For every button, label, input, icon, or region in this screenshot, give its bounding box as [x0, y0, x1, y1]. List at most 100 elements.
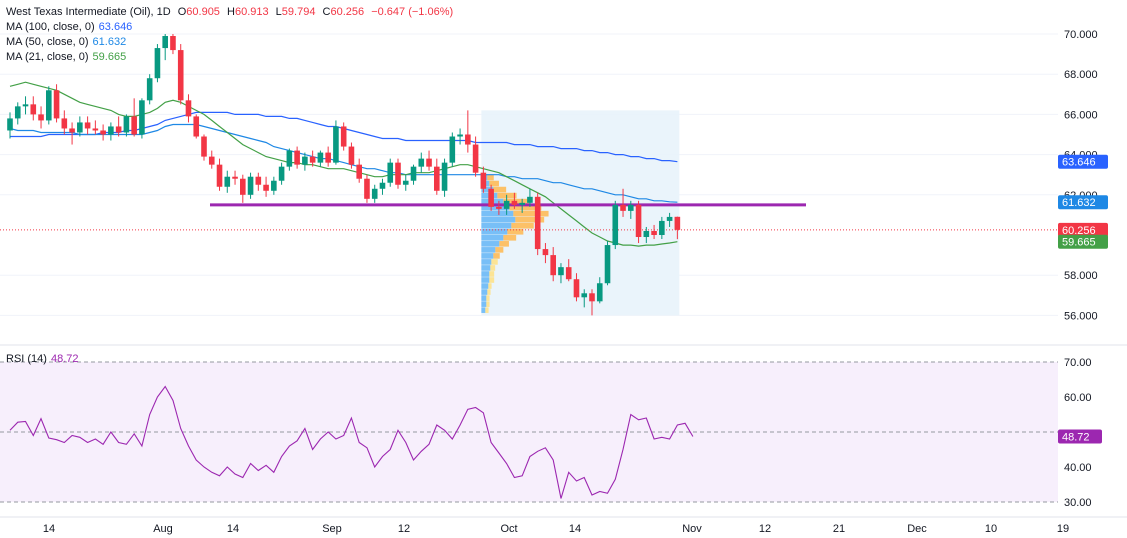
- candle-body: [100, 130, 106, 135]
- candle-body: [527, 196, 533, 203]
- candle: [465, 110, 471, 153]
- candle-body: [333, 126, 339, 163]
- symbol-title[interactable]: West Texas Intermediate (Oil), 1D: [6, 6, 171, 18]
- candle-body: [379, 182, 386, 189]
- candle-body: [387, 162, 394, 183]
- vp-row-sell: [486, 295, 490, 301]
- candle: [185, 94, 192, 123]
- candle: [674, 216, 681, 240]
- candle-body: [395, 162, 401, 185]
- vp-row-buy: [481, 253, 494, 259]
- candle-body: [612, 204, 619, 246]
- candle-body: [503, 200, 510, 209]
- candle: [302, 152, 308, 171]
- candle-body: [177, 50, 184, 101]
- time-tick-label: 19: [1057, 523, 1069, 535]
- rsi-value-badge: [1058, 429, 1102, 444]
- candle-body: [418, 158, 425, 167]
- candle: [457, 128, 463, 145]
- candle-body: [162, 36, 168, 49]
- candle-body: [356, 164, 362, 179]
- candle-body: [286, 150, 293, 167]
- candle-body: [472, 144, 479, 173]
- candle: [348, 142, 355, 169]
- candle-body: [434, 166, 440, 191]
- ohlc-high: H60.913: [227, 6, 269, 18]
- candle: [84, 116, 91, 135]
- candle-body: [46, 90, 52, 121]
- candle: [488, 184, 494, 211]
- candle-body: [581, 293, 588, 298]
- candle: [643, 226, 650, 244]
- candle-body: [364, 178, 370, 199]
- candle: [115, 116, 122, 137]
- vp-row-sell: [487, 289, 491, 295]
- vp-row-sell: [507, 228, 524, 235]
- time-tick-label: 14: [43, 523, 55, 535]
- candle-body: [558, 267, 564, 276]
- ma50-legend[interactable]: MA (50, close, 0) 61.632: [6, 36, 127, 48]
- candle: [550, 247, 556, 282]
- candle-body: [38, 114, 44, 121]
- price-badge: 59.665: [1058, 234, 1108, 249]
- candle: [364, 174, 370, 203]
- price-tick-label: 68.000: [1064, 69, 1098, 81]
- candle-body: [278, 166, 285, 181]
- price-badge-bg: [1058, 195, 1108, 210]
- candle-body: [565, 267, 572, 280]
- price-badge-bg: [1058, 154, 1108, 169]
- candle: [628, 200, 634, 219]
- candle: [108, 122, 114, 141]
- vp-row-buy: [481, 289, 488, 295]
- candle: [441, 158, 448, 197]
- candle: [14, 102, 21, 125]
- candle: [496, 200, 502, 215]
- ohlc-low: L59.794: [275, 6, 316, 18]
- ma21-value: 59.665: [92, 51, 127, 63]
- candle: [651, 224, 657, 240]
- candle: [589, 289, 595, 316]
- rsi-legend[interactable]: RSI (14) 48.72: [6, 353, 79, 365]
- ma100-legend[interactable]: MA (100, close, 0) 63.646: [6, 21, 133, 33]
- candle: [527, 188, 533, 207]
- candle-body: [53, 90, 60, 119]
- vp-row-sell: [487, 174, 494, 181]
- time-tick-label: Aug: [153, 523, 173, 535]
- candle-body: [309, 156, 316, 163]
- candle: [449, 132, 456, 167]
- ma21-line: [9, 81, 678, 247]
- candle-body: [511, 200, 518, 205]
- candle: [426, 150, 432, 171]
- candle-body: [651, 230, 657, 235]
- candle-body: [201, 136, 207, 157]
- candle-body: [480, 172, 487, 189]
- candle-body: [61, 118, 68, 129]
- candle-body: [325, 152, 331, 163]
- candle: [201, 134, 207, 161]
- price-badge-label: 61.632: [1062, 197, 1096, 209]
- candle: [100, 124, 106, 141]
- time-tick-label: Sep: [322, 523, 342, 535]
- candle: [271, 176, 277, 195]
- candle-body: [14, 106, 21, 119]
- candle-body: [441, 162, 448, 191]
- vp-row-sell: [489, 180, 499, 187]
- time-tick-label: Dec: [907, 523, 927, 535]
- candle: [232, 170, 238, 185]
- candle-body: [247, 176, 254, 195]
- vp-row-sell: [485, 307, 489, 313]
- candle: [255, 172, 262, 191]
- candle: [410, 164, 417, 185]
- candle-body: [628, 204, 634, 211]
- rsi-tick-label: 40.00: [1064, 462, 1092, 474]
- vp-row-buy: [481, 204, 510, 211]
- ma100-value: 63.646: [98, 21, 133, 33]
- candle: [612, 200, 619, 250]
- candle: [240, 174, 246, 203]
- candle: [659, 216, 665, 240]
- ma21-legend[interactable]: MA (21, close, 0) 59.665: [6, 51, 127, 63]
- candle: [294, 146, 300, 169]
- candle-body: [573, 279, 580, 298]
- candle: [519, 198, 525, 213]
